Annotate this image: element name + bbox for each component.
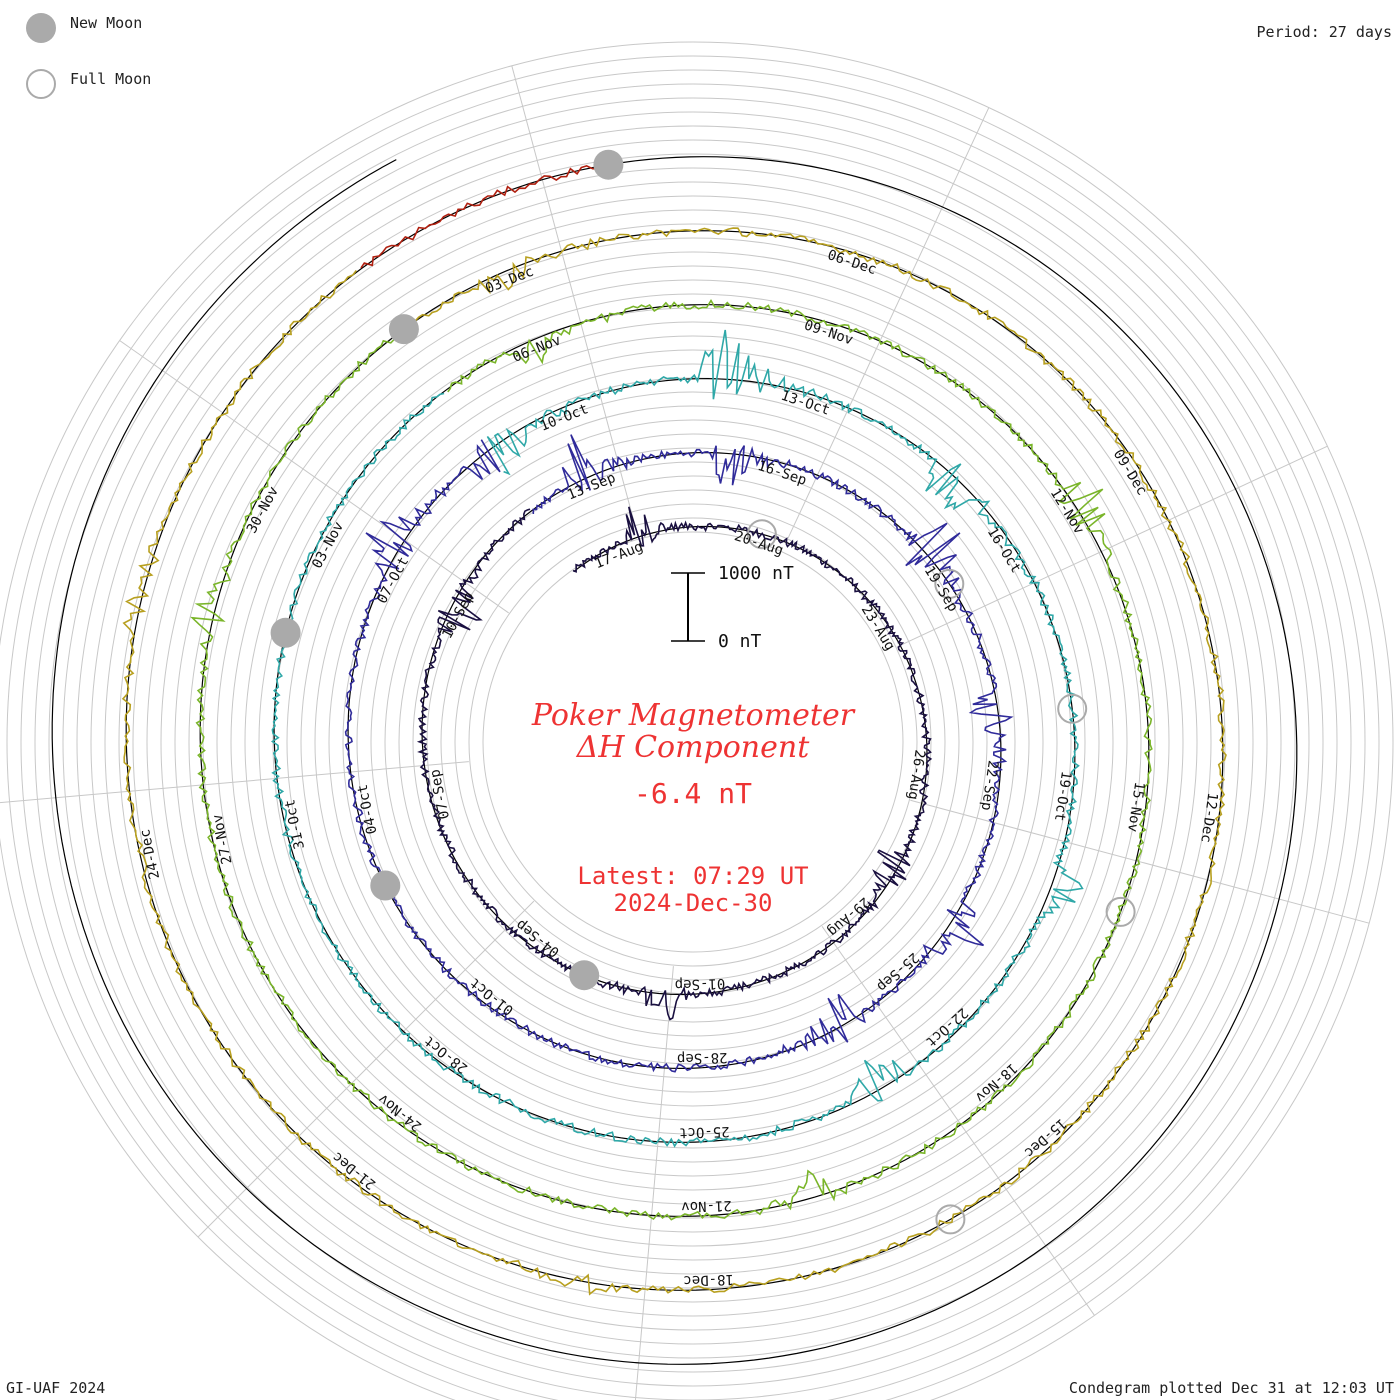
date-label: 07-Oct: [374, 554, 412, 606]
grid-spoke: [821, 926, 1095, 1316]
scale-bottom-label: 0 nT: [718, 631, 762, 652]
grid-ring: [244, 293, 1142, 1191]
full-moon-legend-icon: [26, 69, 56, 99]
date-label: 15-Nov: [1124, 781, 1147, 833]
new-moon-marker: [270, 617, 301, 648]
grid-ring: [356, 405, 1030, 1079]
grid-ring: [48, 97, 1338, 1387]
date-label: 27-Nov: [210, 813, 236, 866]
grid-ring: [328, 377, 1058, 1107]
center-title: Poker Magnetometer ΔH Component -6.4 nT …: [531, 698, 856, 917]
plotted-label: Condegram plotted Dec 31 at 12:03 UT: [1069, 1379, 1394, 1397]
full-moon-legend-label: Full Moon: [70, 70, 151, 88]
grid-ring: [454, 503, 932, 981]
scale-bar: 1000 nT 0 nT: [671, 563, 794, 652]
full-moon-marker: [1105, 896, 1136, 927]
grid-ring: [174, 223, 1212, 1261]
date-label: 19-Oct: [1051, 770, 1074, 822]
date-label: 04-Oct: [355, 783, 381, 836]
grid-ring: [398, 447, 988, 1037]
date-label: 20-Aug: [732, 528, 785, 559]
trace-cycle-1: [416, 506, 933, 1021]
date-label: 21-Nov: [681, 1197, 732, 1214]
latest-date: 2024-Dec-30: [614, 889, 773, 917]
grid-spoke: [787, 107, 990, 539]
date-label: 13-Sep: [565, 470, 618, 504]
scale-top-label: 1000 nT: [718, 563, 794, 584]
grid-ring: [160, 209, 1226, 1275]
new-moon-marker: [388, 314, 419, 345]
date-label: 10-Oct: [538, 401, 591, 435]
grid-ring: [76, 125, 1310, 1359]
grid-ring: [90, 139, 1296, 1345]
date-label: 28-Sep: [677, 1049, 728, 1066]
grid-ring: [188, 237, 1198, 1247]
trace-cycle-4: [190, 299, 1153, 1221]
grid-ring: [0, 41, 1394, 1400]
date-label: 30-Nov: [244, 484, 282, 536]
grid-ring: [62, 111, 1324, 1373]
period-label: Period: 27 days: [1257, 23, 1392, 41]
grid-ring: [230, 279, 1156, 1205]
grid-ring: [468, 517, 918, 967]
credit-label: GI-UAF 2024: [6, 1379, 105, 1397]
grid-ring: [286, 335, 1100, 1149]
grid-ring: [370, 419, 1016, 1065]
full-moon-marker: [935, 1204, 966, 1235]
grid-spoke: [197, 900, 535, 1238]
date-label: 03-Dec: [483, 264, 536, 298]
trace-cycle-6: [360, 165, 609, 269]
full-moon-marker: [746, 519, 777, 550]
current-value: -6.4 nT: [634, 777, 752, 810]
data-traces: [121, 165, 1227, 1296]
grid-ring: [118, 167, 1268, 1317]
new-moon-legend-icon: [26, 13, 56, 43]
date-label: 07-Sep: [427, 768, 453, 821]
full-moon-marker: [1057, 693, 1088, 724]
full-moon-marker: [934, 568, 965, 599]
grid-ring: [426, 475, 960, 1009]
date-label: 23-Aug: [858, 602, 898, 653]
date-label: 31-Oct: [282, 798, 308, 851]
grid-spoke: [119, 340, 509, 614]
date-label: 24-Dec: [137, 828, 163, 881]
grid-ring: [20, 69, 1366, 1400]
grid-ring: [412, 461, 974, 1023]
moon-markers: [270, 149, 1136, 1235]
grid-spoke: [511, 65, 636, 525]
date-label: 22-Sep: [978, 759, 1001, 811]
date-label: 12-Dec: [1197, 791, 1220, 843]
grid-ring: [6, 55, 1380, 1400]
new-moon-marker: [370, 870, 401, 901]
date-label: 25-Oct: [679, 1123, 730, 1140]
grid-ring: [104, 153, 1282, 1331]
grid-spoke: [896, 445, 1328, 648]
grid-ring: [34, 83, 1352, 1400]
grid-spoke: [910, 799, 1370, 924]
grid-ring: [314, 363, 1072, 1121]
trace-cycle-5: [121, 227, 1227, 1296]
grid-spoke: [634, 966, 674, 1400]
date-label: 01-Sep: [675, 975, 726, 992]
grid-ring: [216, 265, 1170, 1219]
date-labels: 17-Aug 20-Aug23-Aug26-Aug29-Aug01-Sep04-S…: [137, 247, 1220, 1288]
trace-cycle-3: [270, 329, 1084, 1148]
latest-time: Latest: 07:29 UT: [577, 862, 808, 890]
grid-ring: [342, 391, 1044, 1093]
new-moon-marker: [593, 149, 624, 180]
new-moon-legend-label: New Moon: [70, 14, 142, 32]
grid-ring: [482, 531, 904, 953]
new-moon-marker: [569, 960, 600, 991]
title-line1: Poker Magnetometer: [531, 698, 856, 733]
title-line2: ΔH Component: [576, 730, 810, 765]
grid-ring: [300, 349, 1086, 1135]
grid-spokes: [0, 65, 1370, 1400]
date-label: 26-Aug: [904, 748, 927, 800]
grid-spoke: [0, 761, 469, 804]
grid-ring: [132, 181, 1254, 1303]
date-label: 18-Dec: [683, 1271, 734, 1288]
trace-cycle-2: [344, 434, 1014, 1073]
